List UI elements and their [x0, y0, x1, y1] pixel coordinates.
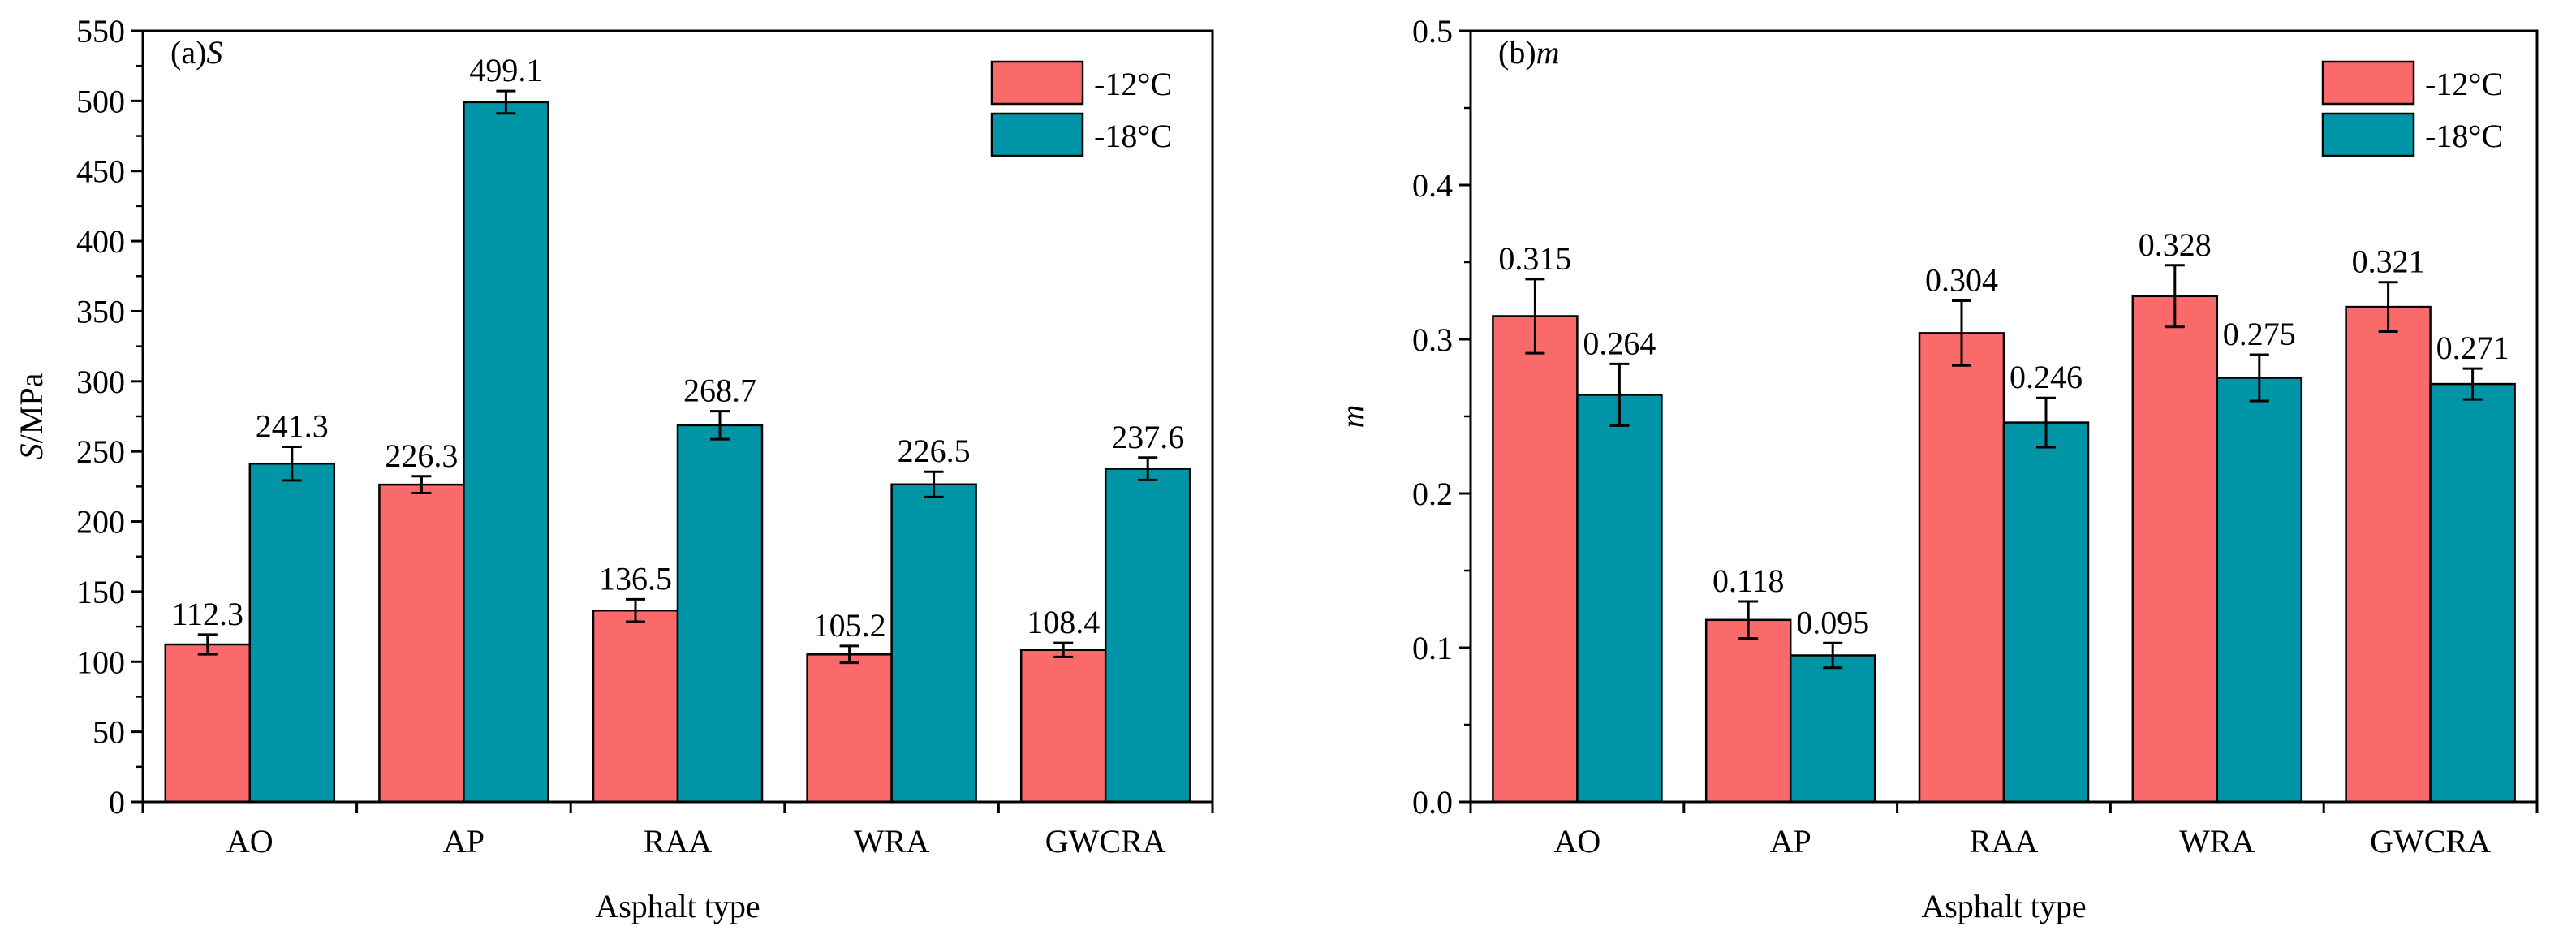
y-tick-label: 50	[93, 714, 125, 751]
bar-raa-series-1	[1918, 332, 2005, 804]
data-label-ap-series-1: 0.118	[1712, 562, 1785, 599]
x-tick-label-wra: WRA	[2179, 823, 2255, 860]
data-label-ap-series-1: 226.3	[385, 437, 458, 474]
panel-title: (a)S	[170, 34, 222, 71]
x-axis-title: Asphalt type	[1921, 888, 2086, 924]
legend-swatch-series-2	[2321, 112, 2415, 157]
panel-prefix: (b)	[1498, 34, 1536, 71]
bar-ap-series-2	[463, 101, 549, 804]
data-label-ao-series-1: 0.315	[1498, 240, 1571, 277]
legend-swatch-series-2	[990, 112, 1084, 157]
x-tick-label-raa: RAA	[1970, 823, 2039, 860]
bar-ap-series-1	[1704, 618, 1792, 804]
y-tick-label: 0.3	[1412, 321, 1453, 358]
x-tick-label-gwcra: GWCRA	[2370, 823, 2491, 860]
data-label-raa-series-1: 136.5	[599, 560, 672, 597]
x-tick-label-ao: AO	[1554, 823, 1601, 860]
y-tick-label: 350	[76, 293, 125, 330]
data-label-gwcra-series-2: 237.6	[1111, 419, 1184, 455]
y-tick-label: 400	[76, 223, 125, 260]
data-label-ao-series-1: 112.3	[172, 596, 244, 632]
legend-label-series-2: -18°C	[1094, 118, 1172, 154]
bar-wra-series-1	[2131, 295, 2219, 804]
x-tick-label-wra: WRA	[854, 823, 929, 860]
bar-gwcra-series-1	[2345, 305, 2432, 804]
y-tick-label: 0.1	[1412, 630, 1453, 666]
y-axis-title: S/MPa	[13, 373, 50, 459]
y-axis-symbol: m	[1334, 405, 1371, 429]
y-tick-label: 0.2	[1412, 476, 1453, 512]
y-tick-label: 0.4	[1412, 167, 1453, 204]
x-tick-label-ao: AO	[226, 823, 274, 860]
bar-ao-series-1	[164, 643, 252, 804]
bar-ao-series-1	[1492, 315, 1579, 804]
x-tick-label-ap: AP	[1770, 823, 1811, 860]
y-tick-label: 300	[76, 364, 125, 400]
data-label-wra-series-2: 0.275	[2223, 316, 2296, 352]
bar-raa-series-2	[2002, 421, 2090, 804]
legend-swatch-series-1	[2321, 60, 2415, 106]
data-label-ao-series-2: 0.264	[1583, 325, 1656, 361]
bar-ap-series-1	[378, 483, 465, 804]
legend-swatch-series-1	[990, 60, 1084, 106]
y-tick-label: 0.5	[1412, 13, 1453, 50]
data-label-ap-series-2: 0.095	[1796, 604, 1869, 640]
chart-b: 0.315 0.118 0.304 0.328 0.321 0.264 0.095 0.246…	[1334, 13, 2539, 924]
bar-ao-series-2	[248, 462, 336, 804]
data-label-ap-series-2: 499.1	[469, 52, 542, 88]
data-label-raa-series-2: 0.246	[2010, 359, 2083, 395]
data-label-gwcra-series-1: 0.321	[2352, 243, 2425, 280]
y-tick-label: 500	[76, 83, 125, 119]
bar-ap-series-2	[1789, 654, 1876, 804]
legend-label-series-1: -12°C	[1094, 66, 1172, 102]
y-tick-label: 100	[76, 644, 125, 680]
bar-ao-series-2	[1576, 394, 1663, 804]
legend-label-series-2: -18°C	[2425, 118, 2503, 154]
bar-wra-series-2	[2216, 377, 2303, 804]
bar-raa-series-2	[676, 424, 764, 804]
y-tick-label: 250	[76, 433, 125, 470]
x-tick-label-ap: AP	[443, 823, 485, 860]
bar-raa-series-1	[592, 609, 679, 804]
y-tick-label: 550	[76, 13, 125, 50]
legend-label-series-1: -12°C	[2425, 66, 2503, 102]
data-label-raa-series-1: 0.304	[1925, 262, 1998, 299]
y-axis-unit: /MPa	[13, 373, 50, 443]
y-tick-label: 0.0	[1412, 784, 1453, 821]
x-axis-title: Asphalt type	[595, 888, 760, 924]
data-label-gwcra-series-2: 0.271	[2436, 330, 2509, 366]
y-axis-title: m	[1334, 405, 1371, 429]
data-label-wra-series-1: 105.2	[813, 607, 886, 644]
bar-wra-series-1	[806, 653, 893, 804]
y-tick-label: 150	[76, 574, 125, 610]
bar-gwcra-series-2	[2429, 382, 2516, 804]
y-tick-label: 450	[76, 153, 125, 190]
y-tick-label: 0	[109, 784, 125, 821]
data-label-gwcra-series-1: 108.4	[1027, 604, 1100, 640]
x-tick-label-gwcra: GWCRA	[1045, 823, 1166, 860]
chart-a: 112.3 226.3 136.5 105.2 108.4 241.3 499.1 268.7…	[13, 13, 1214, 924]
data-label-wra-series-2: 226.5	[898, 433, 971, 469]
bar-gwcra-series-1	[1019, 649, 1107, 804]
data-label-ao-series-2: 241.3	[256, 407, 329, 444]
y-tick-label: 200	[76, 504, 125, 541]
panel-prefix: (a)	[170, 34, 206, 71]
panel-symbol: m	[1536, 34, 1560, 71]
x-tick-label-raa: RAA	[644, 823, 713, 860]
panel-symbol: S	[206, 34, 222, 71]
bar-wra-series-2	[890, 483, 977, 804]
data-label-raa-series-2: 268.7	[683, 373, 756, 409]
panel-title: (b)m	[1498, 34, 1560, 71]
y-axis-symbol: S	[13, 443, 50, 459]
bar-gwcra-series-2	[1104, 468, 1191, 804]
data-label-wra-series-1: 0.328	[2139, 226, 2212, 263]
